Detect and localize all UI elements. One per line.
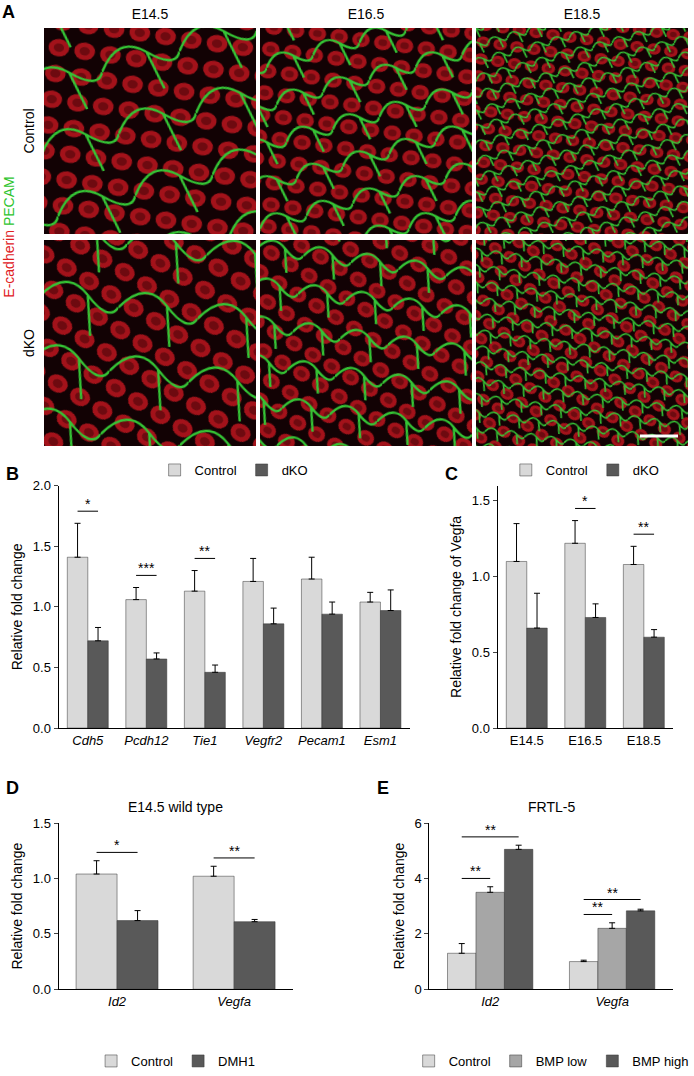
svg-text:**: ** [638, 519, 649, 535]
svg-text:1.5: 1.5 [472, 493, 490, 508]
svg-text:E14.5: E14.5 [132, 6, 169, 22]
svg-text:0.5: 0.5 [472, 645, 490, 660]
svg-text:C: C [445, 464, 458, 484]
svg-text:1.0: 1.0 [472, 569, 490, 584]
svg-text:BMP low: BMP low [536, 1054, 588, 1069]
svg-text:1.0: 1.0 [33, 871, 51, 886]
svg-text:Control: Control [449, 1054, 491, 1069]
svg-text:Tie1: Tie1 [192, 733, 217, 748]
svg-text:Vegfa: Vegfa [217, 994, 251, 1009]
svg-text:Esm1: Esm1 [364, 733, 397, 748]
svg-text:6: 6 [414, 816, 421, 831]
svg-text:4: 4 [414, 871, 421, 886]
svg-text:Control: Control [21, 108, 37, 153]
svg-text:E18.5: E18.5 [564, 6, 601, 22]
svg-text:0.0: 0.0 [472, 721, 490, 736]
svg-text:Pecam1: Pecam1 [298, 733, 346, 748]
svg-text:A: A [2, 2, 15, 22]
svg-text:***: *** [138, 560, 155, 576]
svg-text:E: E [377, 778, 389, 798]
svg-text:Pcdh12: Pcdh12 [124, 733, 169, 748]
svg-text:dKO: dKO [282, 463, 308, 478]
svg-text:E16.5: E16.5 [348, 6, 385, 22]
svg-text:Control: Control [546, 463, 588, 478]
svg-text:2.0: 2.0 [33, 478, 51, 493]
svg-text:Vegfa: Vegfa [595, 994, 629, 1009]
svg-text:*: * [114, 837, 120, 853]
svg-text:Cdh5: Cdh5 [72, 733, 104, 748]
svg-text:2: 2 [414, 926, 421, 941]
svg-text:**: ** [592, 899, 603, 915]
svg-text:Id2: Id2 [108, 994, 127, 1009]
svg-text:E-cadherin PECAM: E-cadherin PECAM [1, 176, 17, 297]
svg-text:**: ** [199, 543, 210, 559]
svg-text:E14.5: E14.5 [510, 733, 544, 748]
svg-text:**: ** [470, 863, 481, 879]
svg-text:*: * [85, 496, 91, 512]
svg-text:**: ** [485, 822, 496, 838]
svg-text:Vegfr2: Vegfr2 [244, 733, 283, 748]
svg-text:**: ** [607, 885, 618, 901]
svg-text:E18.5: E18.5 [627, 733, 661, 748]
svg-text:0.0: 0.0 [33, 982, 51, 997]
svg-text:Id2: Id2 [481, 994, 500, 1009]
svg-text:D: D [6, 778, 19, 798]
svg-text:B: B [6, 464, 19, 484]
svg-text:1.5: 1.5 [33, 816, 51, 831]
svg-text:DMH1: DMH1 [218, 1054, 255, 1069]
svg-text:E16.5: E16.5 [568, 733, 602, 748]
svg-text:1.5: 1.5 [33, 539, 51, 554]
svg-text:0.5: 0.5 [33, 926, 51, 941]
svg-text:Control: Control [195, 463, 237, 478]
svg-text:dKO: dKO [21, 329, 37, 357]
svg-text:FRTL-5: FRTL-5 [528, 799, 575, 815]
svg-text:Relative fold change of Vegfa: Relative fold change of Vegfa [448, 516, 464, 698]
svg-text:Relative fold change: Relative fold change [391, 843, 407, 970]
svg-text:Control: Control [131, 1054, 173, 1069]
svg-text:BMP high: BMP high [632, 1054, 688, 1069]
svg-text:0.0: 0.0 [33, 721, 51, 736]
svg-text:0: 0 [414, 982, 421, 997]
svg-text:**: ** [229, 843, 240, 859]
svg-text:1.0: 1.0 [33, 599, 51, 614]
svg-text:Relative fold change: Relative fold change [9, 843, 25, 970]
svg-text:Relative fold change: Relative fold change [9, 543, 25, 670]
svg-text:0.5: 0.5 [33, 660, 51, 675]
svg-text:*: * [582, 493, 588, 509]
svg-text:dKO: dKO [633, 463, 659, 478]
svg-text:E14.5 wild type: E14.5 wild type [128, 799, 223, 815]
